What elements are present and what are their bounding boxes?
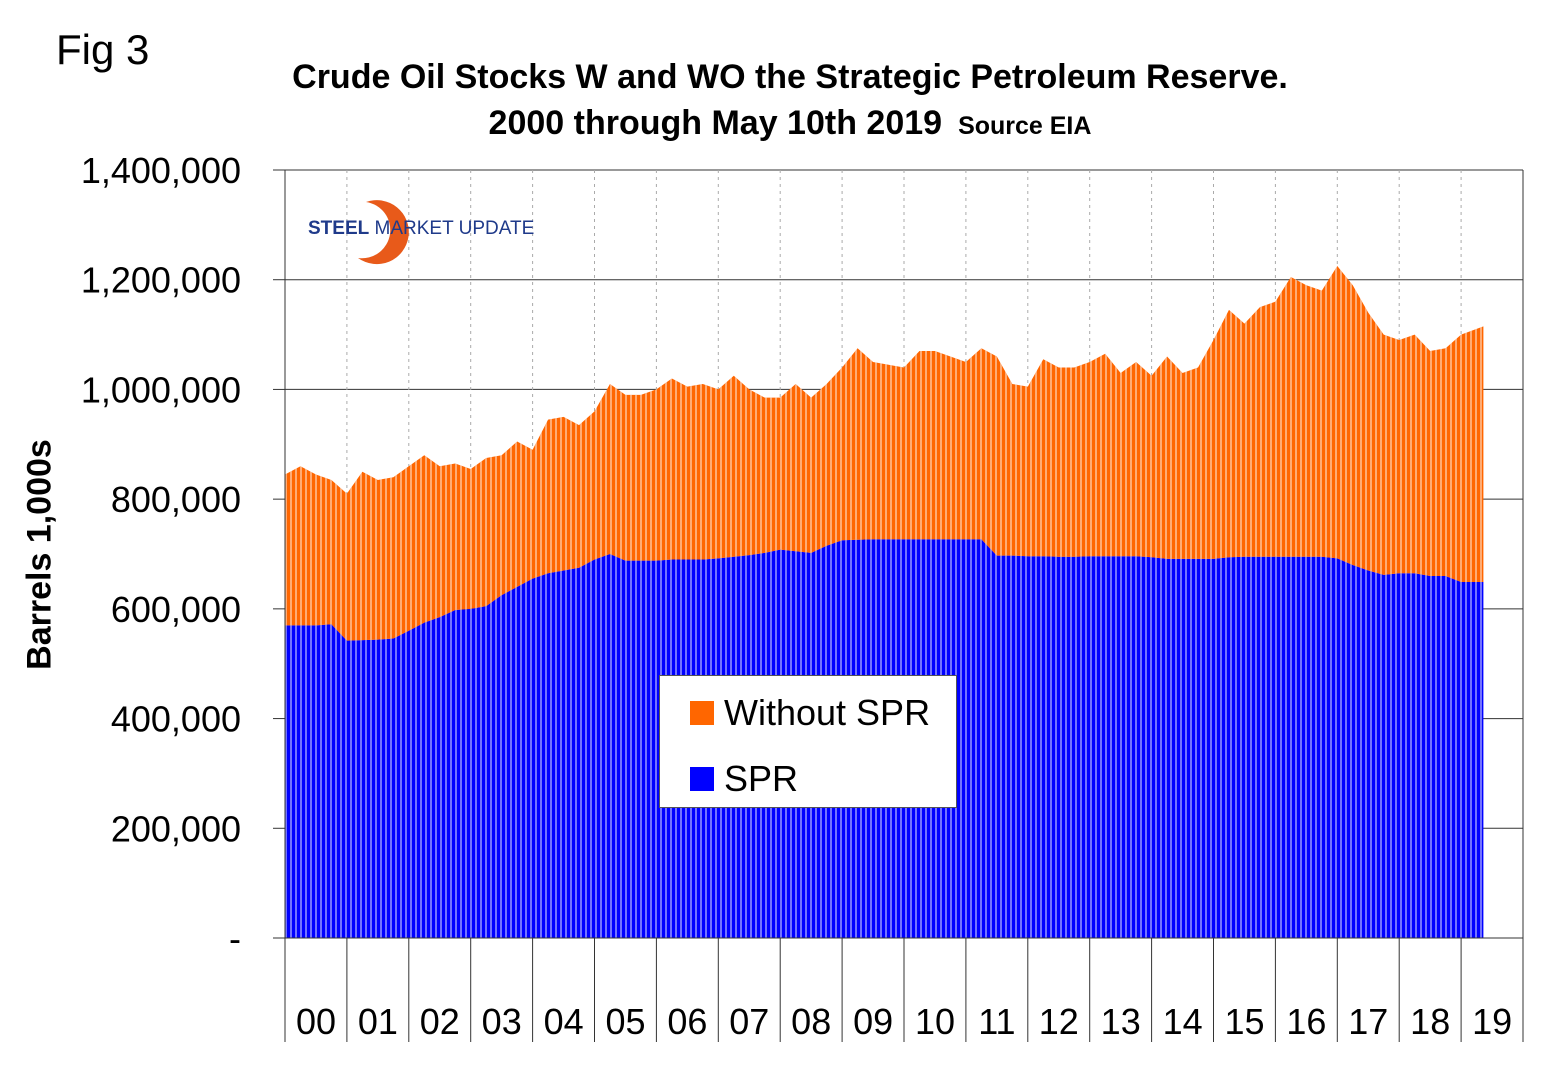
x-tick-label: 18 xyxy=(1410,1001,1450,1042)
steel-market-update-logo: STEEL MARKET UPDATE xyxy=(308,196,548,266)
y-tick-label: 1,000,000 xyxy=(81,369,241,410)
x-tick-label: 14 xyxy=(1163,1001,1203,1042)
y-tick-label: 1,400,000 xyxy=(81,150,241,191)
y-tick-label: 600,000 xyxy=(111,589,241,630)
legend-item-spr: SPR xyxy=(690,758,798,800)
x-tick-label: 07 xyxy=(729,1001,769,1042)
y-tick-label: 400,000 xyxy=(111,699,241,740)
figure-label: Fig 3 xyxy=(56,26,150,73)
x-tick-label: 01 xyxy=(358,1001,398,1042)
x-tick-label: 06 xyxy=(667,1001,707,1042)
chart-source: Source EIA xyxy=(958,112,1092,140)
x-tick-label: 08 xyxy=(791,1001,831,1042)
legend-label: SPR xyxy=(724,758,799,799)
legend-swatch xyxy=(690,701,714,725)
y-tick-label: 200,000 xyxy=(111,808,241,849)
series-area-without-spr-texture xyxy=(285,266,1484,641)
x-tick-label: 12 xyxy=(1039,1001,1079,1042)
x-tick-label: 09 xyxy=(853,1001,893,1042)
x-tick-label: 03 xyxy=(482,1001,522,1042)
x-tick-label: 02 xyxy=(420,1001,460,1042)
y-tick-label: 1,200,000 xyxy=(81,260,241,301)
x-tick-label: 17 xyxy=(1348,1001,1388,1042)
x-tick-label: 19 xyxy=(1472,1001,1512,1042)
y-tick-label: 800,000 xyxy=(111,479,241,520)
x-tick-label: 00 xyxy=(296,1001,336,1042)
chart-subtitle: 2000 through May 10th 2019 xyxy=(488,104,943,142)
legend: Without SPR SPR xyxy=(659,675,957,808)
x-tick-label: 13 xyxy=(1101,1001,1141,1042)
legend-swatch xyxy=(690,767,714,791)
y-tick-label: - xyxy=(229,918,241,959)
legend-item-without-spr: Without SPR xyxy=(690,692,930,734)
x-tick-label: 16 xyxy=(1286,1001,1326,1042)
x-tick-label: 15 xyxy=(1224,1001,1264,1042)
chart-subtitle-line: 2000 through May 10th 2019 Source EIA xyxy=(0,104,1565,143)
x-tick-label: 11 xyxy=(978,1001,1015,1042)
x-tick-label: 04 xyxy=(544,1001,584,1042)
legend-label: Without SPR xyxy=(724,692,931,733)
chart-title: Crude Oil Stocks W and WO the Strategic … xyxy=(292,58,1288,96)
x-tick-label: 05 xyxy=(605,1001,645,1042)
x-tick-label: 10 xyxy=(915,1001,955,1042)
